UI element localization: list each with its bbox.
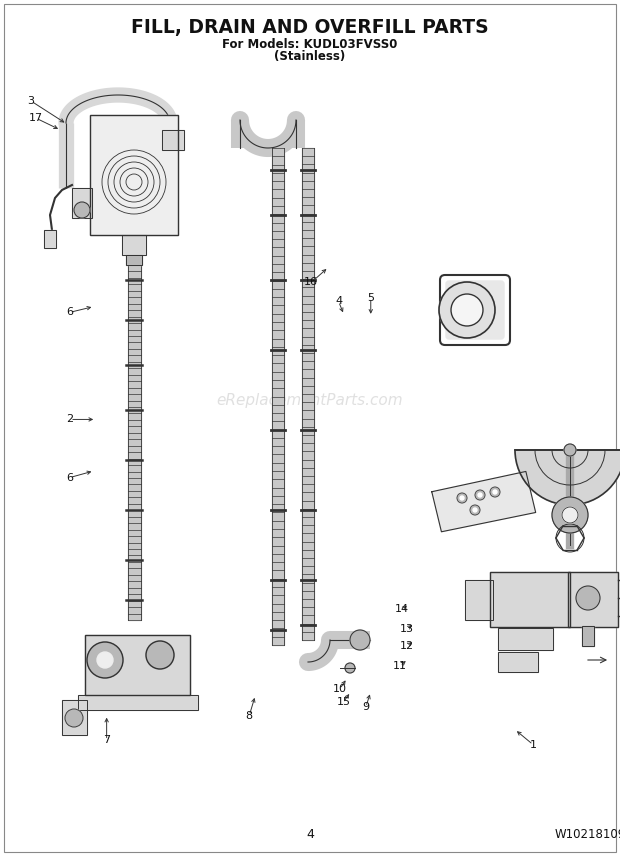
FancyBboxPatch shape: [446, 281, 504, 339]
Bar: [126, 255, 142, 265]
Circle shape: [576, 586, 600, 610]
Text: 12: 12: [400, 641, 414, 651]
Bar: [122, 235, 146, 255]
Bar: [498, 628, 553, 650]
Circle shape: [350, 630, 370, 650]
Bar: [498, 652, 538, 672]
Text: (Stainless): (Stainless): [275, 50, 345, 63]
Circle shape: [490, 487, 500, 497]
Circle shape: [473, 508, 477, 512]
Wedge shape: [515, 450, 620, 505]
Text: For Models: KUDL03FVSS0: For Models: KUDL03FVSS0: [223, 38, 397, 51]
Text: 4: 4: [306, 829, 314, 841]
Bar: [128, 265, 141, 620]
Text: 17: 17: [29, 113, 43, 123]
Text: 10: 10: [333, 684, 347, 694]
Circle shape: [74, 202, 90, 218]
Text: 3: 3: [27, 96, 35, 106]
Circle shape: [87, 642, 123, 678]
Bar: [85, 635, 190, 695]
Bar: [498, 628, 553, 650]
Text: 2: 2: [66, 414, 74, 425]
Text: FILL, DRAIN AND OVERFILL PARTS: FILL, DRAIN AND OVERFILL PARTS: [131, 18, 489, 37]
Bar: [85, 635, 190, 695]
Bar: [44, 230, 56, 248]
Text: 9: 9: [362, 702, 370, 712]
Bar: [44, 230, 56, 248]
Text: 14: 14: [395, 604, 409, 615]
Bar: [62, 700, 87, 735]
Text: 15: 15: [337, 697, 350, 707]
Text: 16: 16: [304, 277, 318, 288]
Circle shape: [552, 497, 588, 533]
Bar: [490, 572, 570, 627]
Circle shape: [345, 663, 355, 673]
Bar: [498, 652, 538, 672]
Bar: [162, 130, 184, 150]
Bar: [582, 626, 594, 646]
Bar: [122, 235, 146, 255]
Text: 1: 1: [529, 740, 537, 750]
Bar: [90, 115, 178, 235]
Text: 8: 8: [246, 710, 253, 721]
Circle shape: [97, 652, 113, 668]
Bar: [272, 148, 284, 645]
Text: 13: 13: [400, 624, 414, 634]
Circle shape: [470, 505, 480, 515]
Bar: [62, 700, 87, 735]
Bar: [78, 695, 198, 710]
Text: 7: 7: [103, 735, 110, 746]
Bar: [90, 115, 178, 235]
Text: 4: 4: [335, 296, 342, 306]
Circle shape: [439, 282, 495, 338]
Circle shape: [457, 493, 467, 503]
Bar: [78, 695, 198, 710]
Bar: [582, 626, 594, 646]
Bar: [126, 255, 142, 265]
Text: 6: 6: [66, 307, 73, 318]
Polygon shape: [432, 472, 536, 532]
Circle shape: [460, 496, 464, 500]
Circle shape: [493, 490, 497, 494]
Text: 11: 11: [393, 661, 407, 671]
Bar: [72, 188, 92, 218]
Text: W10218109: W10218109: [554, 829, 620, 841]
Circle shape: [478, 493, 482, 497]
Text: 5: 5: [367, 293, 374, 303]
Bar: [568, 572, 618, 627]
Bar: [72, 188, 92, 218]
Circle shape: [451, 294, 483, 326]
Circle shape: [65, 709, 83, 727]
Bar: [568, 572, 618, 627]
Circle shape: [475, 490, 485, 500]
Bar: [465, 580, 493, 620]
Circle shape: [562, 507, 578, 523]
Bar: [465, 580, 493, 620]
Text: 6: 6: [66, 473, 73, 483]
Bar: [490, 572, 570, 627]
Text: eReplacementParts.com: eReplacementParts.com: [216, 393, 404, 407]
Circle shape: [564, 444, 576, 456]
Circle shape: [146, 641, 174, 669]
Bar: [302, 148, 314, 640]
Bar: [162, 130, 184, 150]
